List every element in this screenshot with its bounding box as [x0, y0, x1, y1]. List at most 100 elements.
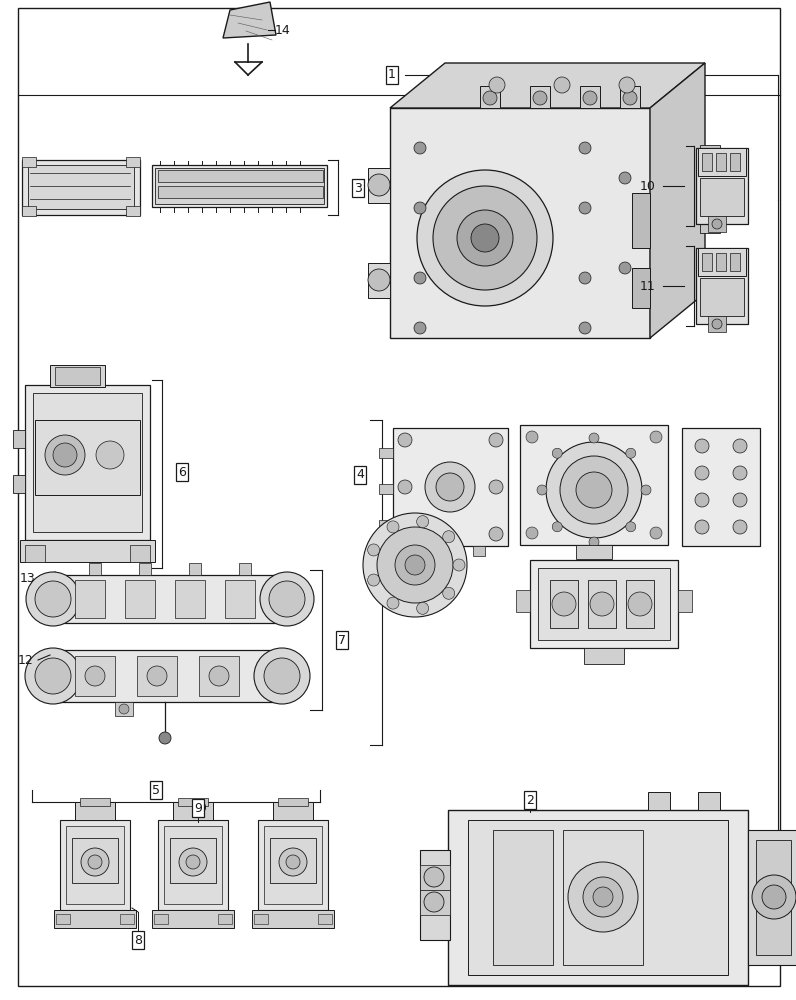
- Circle shape: [264, 658, 300, 694]
- Bar: [588, 580, 616, 628]
- Circle shape: [579, 202, 591, 214]
- Bar: [468, 820, 728, 975]
- Circle shape: [414, 272, 426, 284]
- Circle shape: [626, 522, 636, 532]
- Bar: [696, 248, 748, 324]
- Circle shape: [695, 466, 709, 480]
- Circle shape: [53, 443, 77, 467]
- Bar: [538, 568, 670, 640]
- Text: 9: 9: [194, 802, 202, 814]
- Bar: [28, 165, 134, 209]
- Bar: [379, 520, 393, 530]
- Bar: [20, 540, 155, 562]
- Bar: [13, 430, 25, 448]
- Bar: [115, 702, 133, 716]
- Circle shape: [443, 587, 455, 599]
- Bar: [580, 86, 600, 108]
- Circle shape: [424, 867, 444, 887]
- Bar: [648, 792, 670, 810]
- Bar: [252, 910, 334, 928]
- Bar: [152, 910, 234, 928]
- Text: 3: 3: [354, 182, 362, 194]
- Text: 13: 13: [20, 572, 36, 584]
- Bar: [189, 563, 201, 575]
- Bar: [158, 820, 228, 910]
- Bar: [696, 148, 748, 224]
- Circle shape: [81, 848, 109, 876]
- Circle shape: [471, 224, 499, 252]
- Circle shape: [623, 91, 637, 105]
- Bar: [584, 648, 624, 664]
- Bar: [700, 278, 744, 316]
- Bar: [254, 914, 268, 924]
- Bar: [33, 393, 142, 532]
- Bar: [318, 914, 332, 924]
- Circle shape: [546, 442, 642, 538]
- Bar: [620, 86, 640, 108]
- Circle shape: [414, 142, 426, 154]
- Bar: [53, 575, 287, 623]
- Bar: [632, 193, 650, 248]
- Bar: [152, 165, 327, 207]
- Circle shape: [286, 855, 300, 869]
- Circle shape: [453, 559, 465, 571]
- Text: 8: 8: [134, 934, 142, 946]
- Bar: [420, 865, 450, 890]
- Text: 1: 1: [388, 68, 396, 82]
- Bar: [480, 86, 500, 108]
- Polygon shape: [390, 63, 705, 108]
- Circle shape: [526, 527, 538, 539]
- Circle shape: [589, 433, 599, 443]
- Circle shape: [377, 527, 453, 603]
- Circle shape: [443, 531, 455, 543]
- Bar: [493, 830, 553, 965]
- Circle shape: [554, 77, 570, 93]
- Bar: [126, 157, 140, 167]
- Bar: [158, 186, 323, 198]
- Bar: [75, 656, 115, 696]
- Bar: [682, 428, 760, 546]
- Bar: [55, 367, 100, 385]
- Circle shape: [712, 319, 722, 329]
- Circle shape: [489, 480, 503, 494]
- Bar: [423, 546, 435, 556]
- Circle shape: [85, 666, 105, 686]
- Bar: [22, 157, 36, 167]
- Bar: [698, 148, 746, 176]
- Circle shape: [179, 848, 207, 876]
- Text: 10: 10: [640, 180, 656, 192]
- Bar: [72, 838, 118, 883]
- Bar: [700, 145, 720, 163]
- Bar: [258, 820, 328, 910]
- Circle shape: [368, 174, 390, 196]
- Bar: [199, 656, 239, 696]
- Bar: [530, 86, 550, 108]
- Bar: [632, 268, 650, 308]
- Text: 9: 9: [198, 802, 206, 814]
- Bar: [379, 484, 393, 494]
- Bar: [22, 160, 140, 215]
- Text: 7: 7: [338, 634, 346, 647]
- Circle shape: [650, 527, 662, 539]
- Circle shape: [579, 322, 591, 334]
- Circle shape: [269, 581, 305, 617]
- Bar: [273, 802, 313, 820]
- Bar: [35, 420, 140, 495]
- Circle shape: [387, 521, 399, 533]
- Bar: [164, 826, 222, 904]
- Circle shape: [552, 522, 562, 532]
- Circle shape: [552, 592, 576, 616]
- Bar: [56, 914, 70, 924]
- Bar: [716, 253, 726, 271]
- Circle shape: [589, 537, 599, 547]
- Circle shape: [414, 202, 426, 214]
- Circle shape: [619, 77, 635, 93]
- Text: 12: 12: [18, 654, 33, 666]
- Circle shape: [483, 91, 497, 105]
- Bar: [178, 798, 208, 806]
- Circle shape: [35, 581, 71, 617]
- Bar: [530, 560, 678, 648]
- Circle shape: [537, 485, 547, 495]
- Circle shape: [576, 472, 612, 508]
- Circle shape: [762, 885, 786, 909]
